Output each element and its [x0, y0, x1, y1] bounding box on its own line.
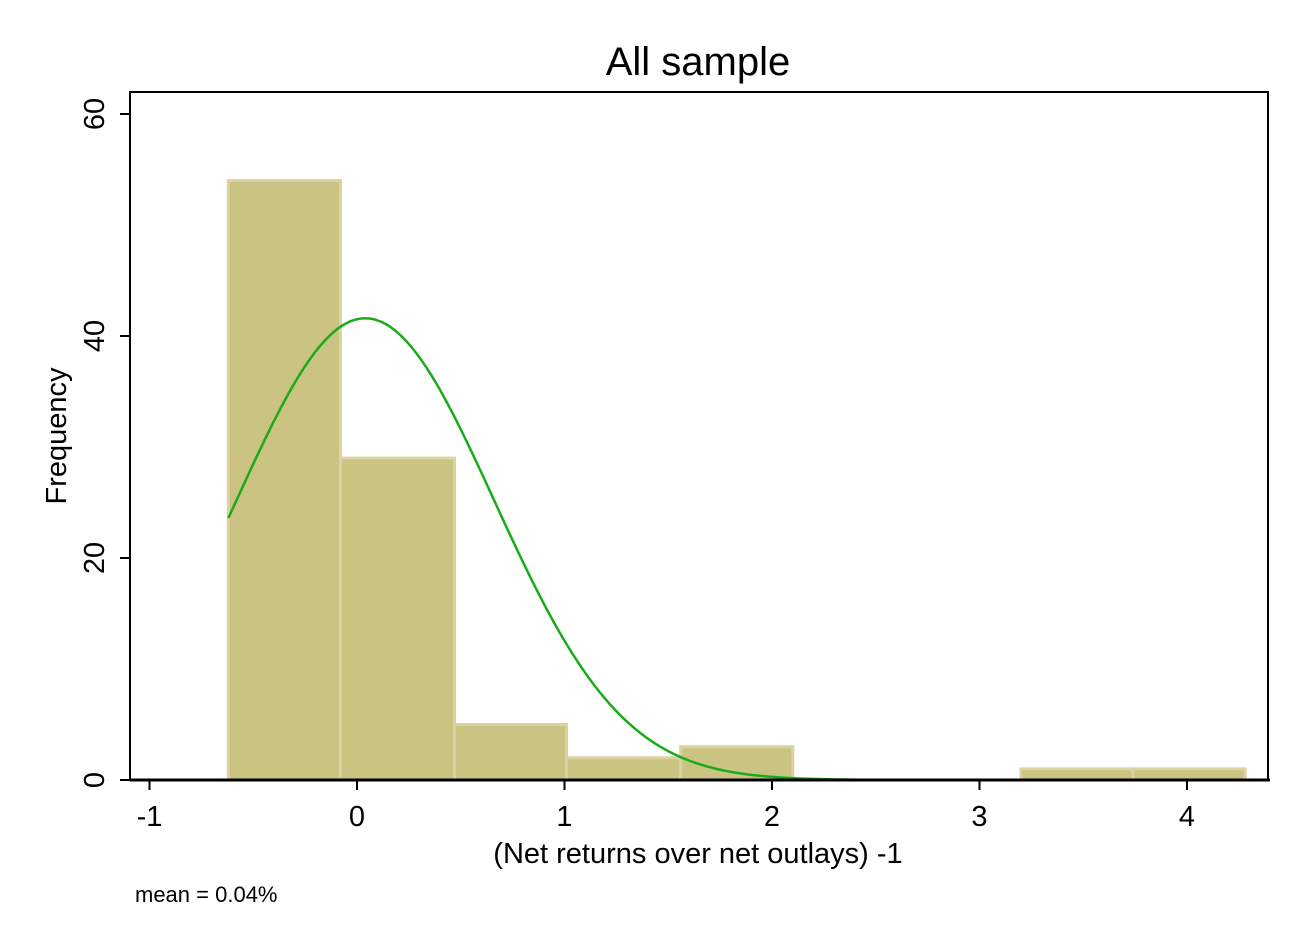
y-tick-label-1: 20 [79, 542, 111, 574]
x-axis-label: (Net returns over net outlays) -1 [493, 838, 902, 870]
x-tick-label-5: 4 [1179, 801, 1195, 833]
y-tick-label-0: 0 [79, 772, 111, 788]
histogram-bar-3 [565, 756, 683, 782]
mean-note: mean = 0.04% [135, 882, 277, 907]
histogram-bars [226, 179, 1247, 782]
y-tick-label-3: 60 [79, 98, 111, 130]
x-tick-label-4: 3 [971, 801, 987, 833]
x-tick-label-1: 0 [349, 801, 365, 833]
x-tick-label-2: 1 [556, 801, 572, 833]
y-tick-label-2: 40 [79, 320, 111, 352]
histogram-bar-1 [338, 456, 457, 782]
histogram-bar-7 [1019, 767, 1135, 782]
histogram-bar-8 [1131, 767, 1247, 782]
chart-title: All sample [606, 40, 791, 84]
y-axis-label: Frequency [41, 367, 73, 505]
x-tick-label-3: 2 [764, 801, 780, 833]
histogram-bar-2 [453, 723, 569, 782]
x-tick-label-0: -1 [137, 801, 163, 833]
axes: 0 20 40 60 -1 0 1 2 3 4 [79, 91, 1270, 833]
